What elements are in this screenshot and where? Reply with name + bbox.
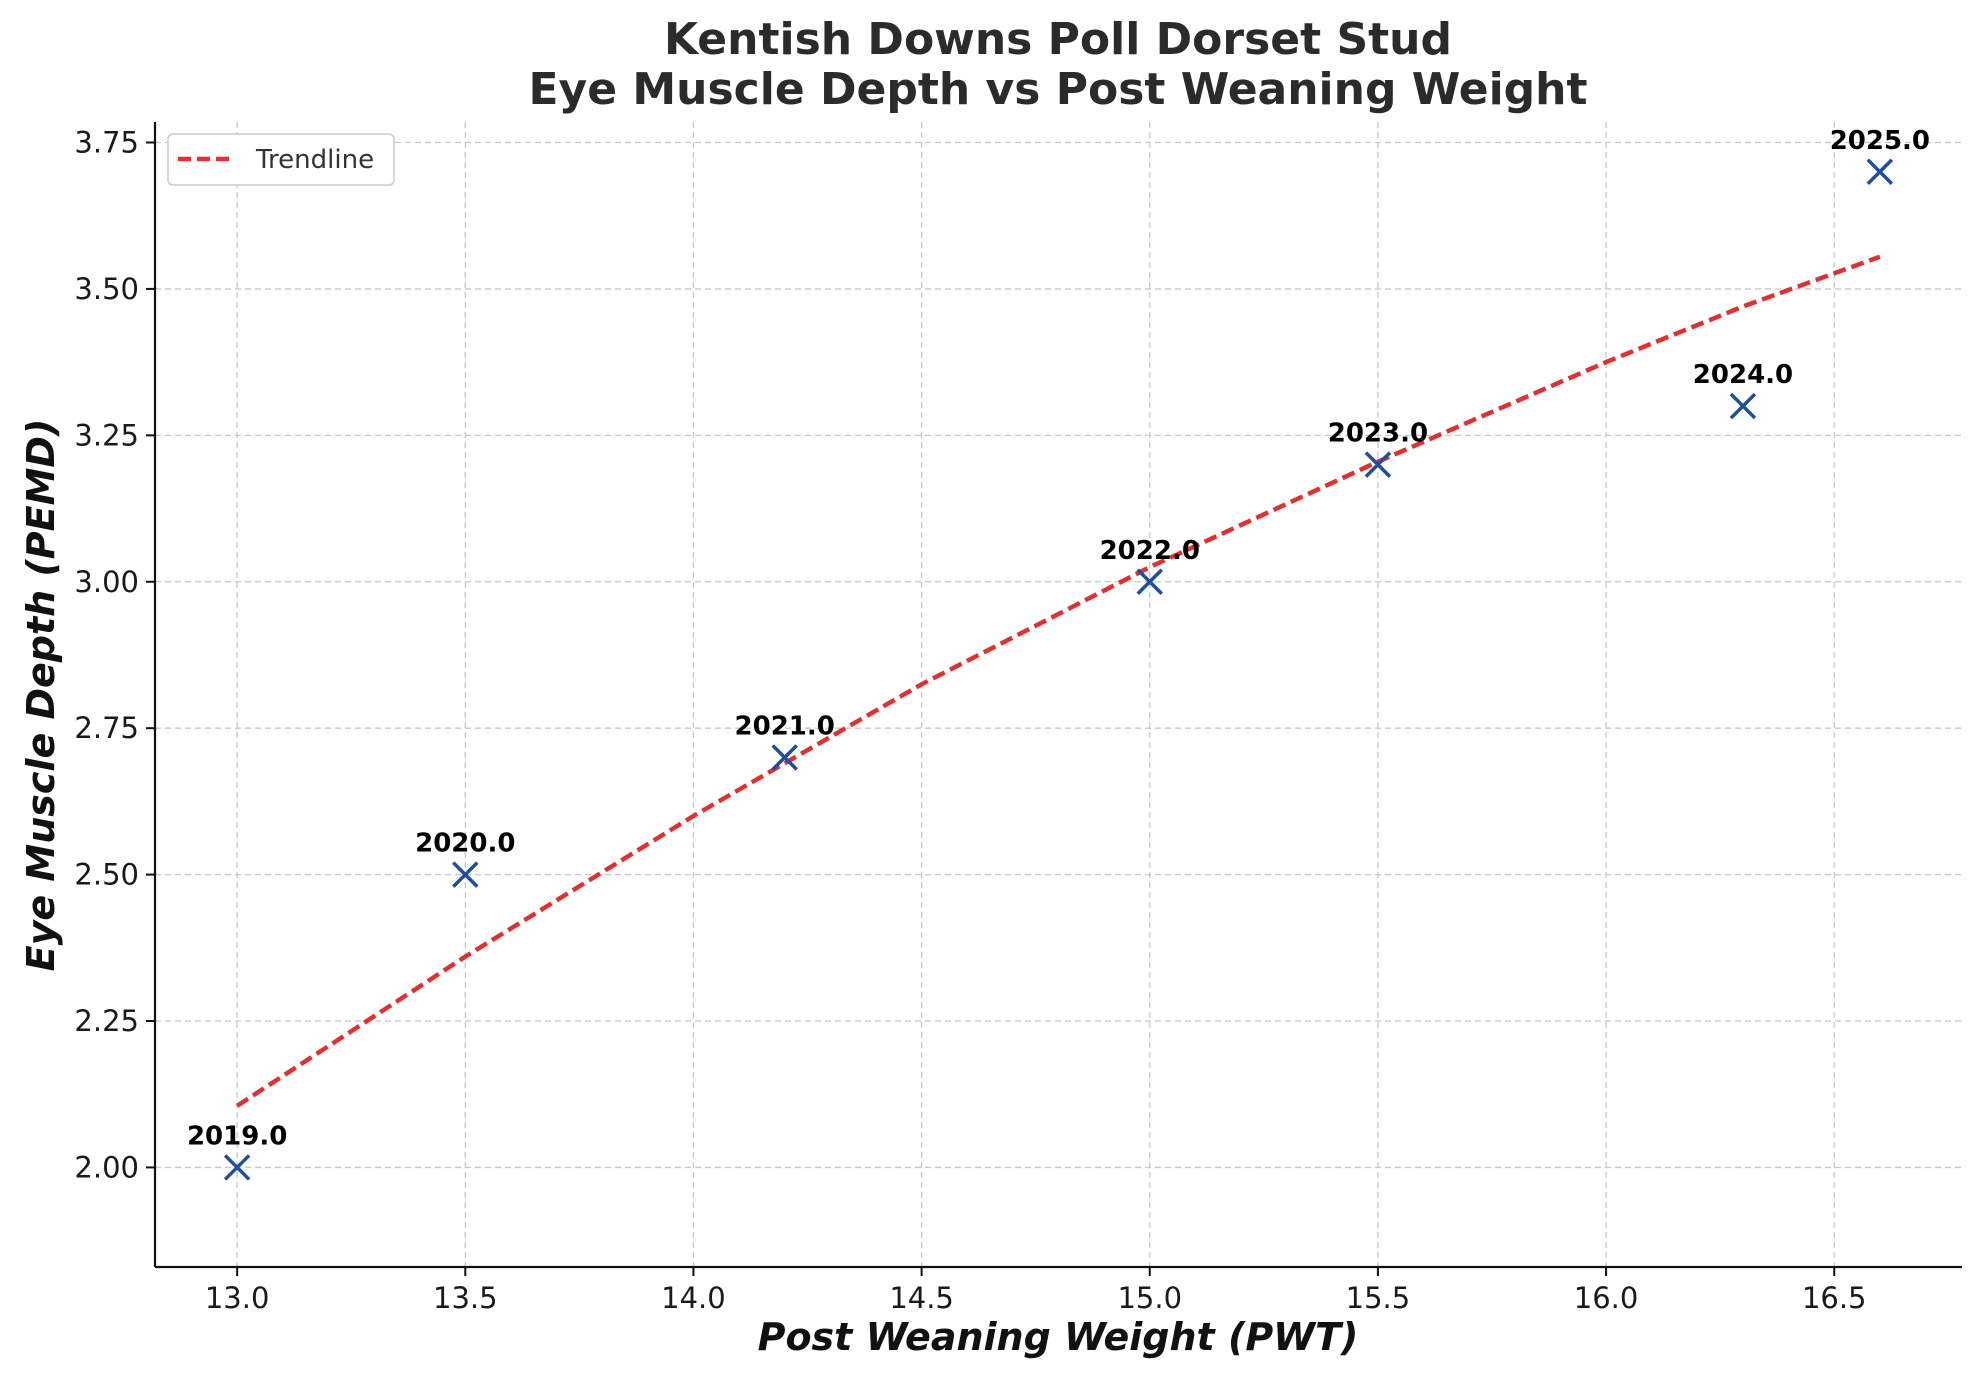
y-axis-ticks: 2.00 2.25 2.50 2.75 3.00 3.25 3.50 3.75 <box>74 125 155 1184</box>
point-label: 2025.0 <box>1830 126 1930 156</box>
point-marker-stroke <box>223 1154 251 1181</box>
x-tick-label: 16.5 <box>1802 1281 1867 1315</box>
y-tick-label: 3.00 <box>74 565 139 599</box>
scatter-point: 2020.0 <box>415 829 515 888</box>
x-tick-label: 16.0 <box>1574 1281 1639 1315</box>
x-axis-ticks: 13.0 13.5 14.0 14.5 15.0 15.5 16.0 16.5 <box>205 1267 1867 1315</box>
point-label: 2024.0 <box>1693 360 1793 390</box>
legend-box <box>167 133 395 186</box>
point-label: 2021.0 <box>735 711 835 741</box>
legend-trendline-label: Trendline <box>255 145 374 175</box>
x-tick-label: 13.0 <box>205 1281 270 1315</box>
y-tick-label: 3.25 <box>74 418 139 452</box>
scatter-point: 2024.0 <box>1693 360 1793 420</box>
x-tick-label: 14.0 <box>661 1281 726 1315</box>
point-marker-stroke <box>1729 392 1757 420</box>
point-marker-stroke <box>1866 158 1894 186</box>
trendline-layer <box>235 254 1881 1108</box>
legend: Trendline <box>167 133 395 186</box>
scatter-point: 2023.0 <box>1328 419 1428 478</box>
point-marker-stroke <box>1136 568 1164 595</box>
grid <box>155 122 1962 1267</box>
scatter-point: 2019.0 <box>187 1121 287 1181</box>
point-marker-stroke <box>1364 451 1392 478</box>
x-axis-label: Post Weaning Weight (PWT) <box>758 1315 1359 1359</box>
y-tick-label: 2.75 <box>74 711 139 745</box>
x-tick-label: 13.5 <box>433 1281 498 1315</box>
scatter-point: 2021.0 <box>735 711 835 771</box>
x-tick-label: 15.5 <box>1346 1281 1411 1315</box>
x-tick-label: 14.5 <box>889 1281 954 1315</box>
point-label: 2019.0 <box>187 1121 287 1151</box>
y-tick-label: 2.50 <box>74 858 139 892</box>
scatter-point: 2022.0 <box>1100 536 1200 595</box>
axes <box>153 122 1962 1269</box>
point-label: 2023.0 <box>1328 419 1428 449</box>
y-tick-label: 3.75 <box>74 125 139 159</box>
point-label: 2022.0 <box>1100 536 1200 566</box>
y-tick-label: 2.25 <box>74 1004 139 1038</box>
point-label: 2020.0 <box>415 829 515 859</box>
y-tick-label: 2.00 <box>74 1150 139 1184</box>
chart-title-line-2: Eye Muscle Depth vs Post Weaning Weight <box>528 64 1587 115</box>
chart-title-line-1: Kentish Downs Poll Dorset Stud <box>664 14 1452 65</box>
point-marker-stroke <box>452 861 479 888</box>
scatter-points-layer: 2019.0 2020.0 2021.0 2022.0 2023.0 2024.0 2025… <box>187 126 1930 1181</box>
scatter-point: 2025.0 <box>1830 126 1930 186</box>
trendline <box>235 254 1881 1108</box>
y-tick-label: 3.50 <box>74 272 139 306</box>
x-tick-label: 15.0 <box>1117 1281 1182 1315</box>
point-marker-stroke <box>771 744 798 771</box>
y-axis-label: Eye Muscle Depth (PEMD) <box>19 419 63 972</box>
